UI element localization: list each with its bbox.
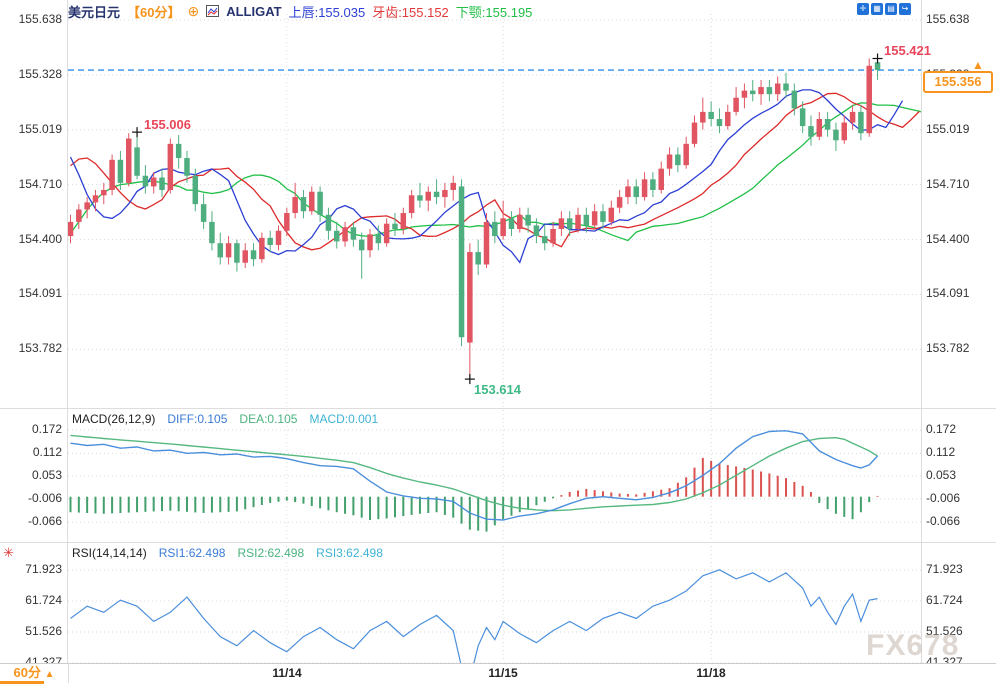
current-price-tag: 155.356 [923,71,993,93]
date-axis-label: 11/14 [272,666,302,680]
rsi2-value: RSI2:62.498 [237,546,305,560]
macd-axis-label-left: -0.006 [27,491,62,506]
rsi1-value: RSI1:62.498 [158,546,226,560]
timeframe-tab-label: 60分 [13,665,41,680]
price-axis-label-left: 155.019 [18,121,62,136]
alligator-jaw-value: 下颚:155.195 [455,4,533,20]
time-axis-bar [0,663,996,684]
rsi-axis-label-right: 61.724 [926,593,963,607]
macd-axis-label-left: 0.112 [32,445,62,460]
price-axis-label-right: 155.638 [926,12,970,26]
swing-low-annotation: 153.614 [474,382,521,397]
crosshair-icon[interactable]: ✛ [857,3,869,15]
price-axis-label-right: 154.710 [926,176,970,191]
price-axis-label-left: 155.328 [18,67,62,81]
alligator-indicator-icon [206,5,220,17]
alligator-lips-value: 上唇:155.035 [288,4,366,20]
watermark: FX678 [866,629,960,662]
latest-high-annotation: 155.421 [884,43,931,58]
active-tab-underline [0,681,44,684]
macd-macd-value: MACD:0.001 [309,412,379,426]
add-indicator-icon[interactable]: ⊕ [187,3,200,19]
macd-dea-value: DEA:0.105 [239,412,298,426]
macd-axis-label-left: 0.172 [31,421,62,436]
macd-axis-label-right: -0.006 [926,491,961,506]
macd-axis-label-right: 0.112 [926,445,956,460]
price-axis-label-left: 154.400 [18,231,62,246]
macd-axis-label-right: 0.053 [926,468,957,483]
chart-scale-icon[interactable]: ▦ [871,3,883,15]
rsi3-value: RSI3:62.498 [316,546,383,560]
rsi-axis-label-left: 71.923 [25,562,62,576]
macd-axis-label-right: -0.066 [926,514,961,529]
date-axis-label: 11/18 [696,666,726,680]
macd-diff-value: DIFF:0.105 [167,412,228,426]
price-axis-label-left: 154.091 [18,286,62,301]
price-axis-label-left: 154.710 [18,176,62,191]
rsi-axis-label-left: 51.526 [25,624,62,638]
rsi-legend: RSI(14,14,14) RSI1:62.498 RSI2:62.498 RS… [72,546,383,560]
date-axis-label: 11/15 [488,666,518,680]
tab-arrow-icon: ▲ [44,669,55,680]
price-axis-label-right: 153.782 [926,341,970,356]
chart-toolbar: ✛ ▦ ▤ ↪ [857,3,911,15]
main-chart-legend: 美元日元 【60分】 ⊕ ALLIGAT 上唇:155.035 牙齿:155.1… [68,3,533,20]
macd-title: MACD(26,12,9) [72,412,156,426]
macd-legend: MACD(26,12,9) DIFF:0.105 DEA:0.105 MACD:… [72,412,378,426]
price-up-arrow-icon: ▲ [972,58,984,72]
price-axis-label-left: 153.782 [18,341,62,356]
swing-high-annotation: 155.006 [144,117,191,132]
timeframe-tab[interactable]: 60分 ▲ [0,663,69,683]
macd-axis-label-right: 0.172 [926,421,957,436]
macd-axis-label-left: 0.053 [31,468,62,483]
exit-fullscreen-icon[interactable]: ↪ [899,3,911,15]
price-axis-label-right: 155.019 [926,121,970,136]
price-axis-label-left: 155.638 [18,12,62,26]
macd-axis-label-left: -0.066 [27,514,62,529]
price-axis-label-right: 154.400 [926,231,970,246]
indicator-settings-icon[interactable]: ✳ [3,545,14,560]
price-axis-label-right: 154.091 [926,286,970,301]
indicator-name: ALLIGAT [226,3,282,19]
timeframe-label: 【60分】 [127,4,181,20]
rsi-axis-label-right: 51.526 [926,624,963,638]
rsi-axis-label-left: 61.724 [25,593,62,607]
symbol-title: 美元日元 [68,4,121,20]
rsi-axis-label-right: 71.923 [926,562,963,576]
chart-style-icon[interactable]: ▤ [885,3,897,15]
rsi-title: RSI(14,14,14) [72,546,147,560]
alligator-teeth-value: 牙齿:155.152 [372,4,449,20]
